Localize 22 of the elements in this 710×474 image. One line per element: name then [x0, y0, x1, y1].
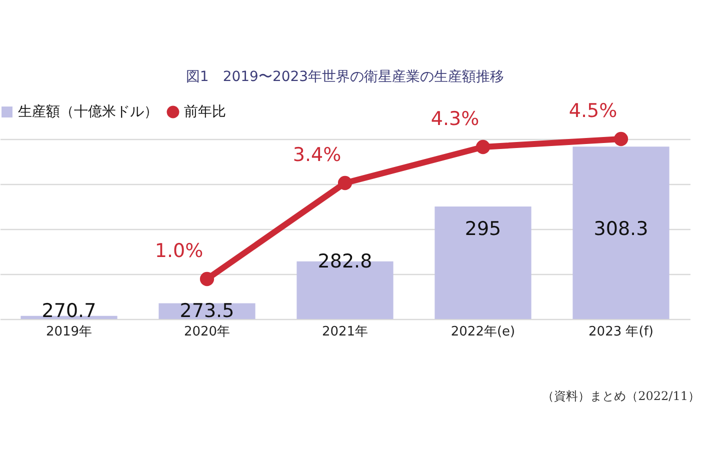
- data-label: 4.5%: [568, 100, 618, 122]
- legend-label: 前年比: [184, 104, 226, 120]
- x-tick-label: 2019年: [46, 324, 92, 340]
- x-tick-label: 2021年: [322, 324, 368, 340]
- x-tick-label: 2022年(e): [450, 324, 516, 340]
- data-label: 273.5: [180, 300, 234, 322]
- point: [338, 176, 352, 190]
- data-label: 4.3%: [430, 108, 480, 130]
- x-tick-label: 2020年: [184, 324, 230, 340]
- chart-title: 図1 2019〜2023年世界の衛星産業の生産額推移: [186, 69, 504, 85]
- point: [614, 132, 628, 146]
- x-tick-label: 2023 年(f): [588, 324, 654, 340]
- data-label: 282.8: [318, 250, 372, 272]
- text: （資料）まとめ（2022/11）: [541, 388, 700, 405]
- point: [200, 272, 214, 286]
- legend-label: 生産額（十億米ドル）: [18, 104, 158, 120]
- point: [476, 140, 490, 154]
- data-label: 270.7: [42, 300, 96, 322]
- data-label: 1.0%: [154, 240, 204, 262]
- data-label: 308.3: [594, 218, 648, 240]
- data-label: 3.4%: [292, 144, 342, 166]
- data-label: 295: [464, 218, 502, 240]
